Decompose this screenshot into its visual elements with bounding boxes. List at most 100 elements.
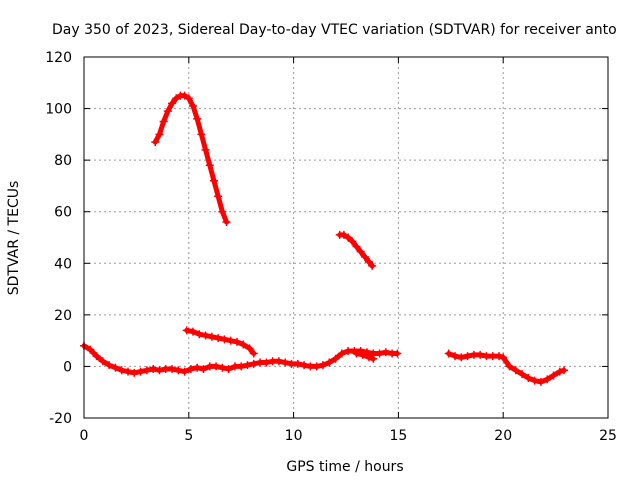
data-point bbox=[358, 350, 367, 359]
data-point bbox=[237, 362, 246, 371]
data-point bbox=[218, 363, 227, 372]
data-point bbox=[450, 352, 459, 361]
data-point bbox=[352, 349, 361, 358]
data-point bbox=[339, 230, 348, 239]
data-point bbox=[312, 362, 321, 371]
series-arc-high bbox=[151, 91, 231, 227]
data-point bbox=[360, 252, 369, 261]
series-main bbox=[80, 341, 402, 377]
data-point bbox=[124, 367, 133, 376]
data-point bbox=[151, 138, 160, 147]
data-point bbox=[536, 377, 545, 386]
data-point bbox=[205, 161, 214, 170]
data-point bbox=[518, 370, 527, 379]
data-point bbox=[180, 367, 189, 376]
series-arc-low bbox=[182, 326, 258, 358]
data-point bbox=[476, 350, 485, 359]
data-point bbox=[505, 362, 514, 371]
y-tick-label: 40 bbox=[54, 256, 72, 272]
data-point bbox=[172, 94, 181, 103]
x-tick-label: 5 bbox=[184, 428, 193, 444]
data-point bbox=[249, 349, 258, 358]
data-point bbox=[457, 353, 466, 362]
data-point bbox=[331, 354, 340, 363]
data-point bbox=[218, 207, 227, 216]
data-point bbox=[555, 367, 564, 376]
x-axis-label: GPS time / hours bbox=[286, 459, 403, 475]
data-point bbox=[136, 367, 145, 376]
data-point bbox=[325, 358, 334, 367]
y-tick-label: 80 bbox=[54, 153, 72, 169]
data-point bbox=[356, 247, 365, 256]
data-point bbox=[393, 349, 402, 358]
x-tick-label: 20 bbox=[494, 428, 512, 444]
data-point bbox=[368, 261, 377, 270]
data-point bbox=[224, 365, 233, 374]
series-trace bbox=[152, 93, 230, 225]
data-point bbox=[300, 361, 309, 370]
data-point bbox=[163, 107, 172, 116]
data-point bbox=[214, 192, 223, 201]
data-point bbox=[193, 363, 202, 372]
y-axis-ticks: -20 0 20 40 60 80 100 120 bbox=[45, 50, 608, 427]
data-point bbox=[495, 352, 504, 361]
series-dip bbox=[352, 349, 378, 363]
series-late bbox=[444, 349, 568, 386]
y-tick-label: -20 bbox=[49, 411, 72, 427]
data-point bbox=[155, 130, 164, 139]
data-point bbox=[352, 242, 361, 251]
data-point bbox=[233, 337, 242, 346]
data-point bbox=[197, 130, 206, 139]
y-tick-label: 120 bbox=[45, 50, 72, 66]
data-point bbox=[207, 332, 216, 341]
data-point bbox=[174, 366, 183, 375]
data-point bbox=[92, 352, 101, 361]
x-tick-label: 10 bbox=[285, 428, 303, 444]
data-point bbox=[209, 176, 218, 185]
x-tick-label: 0 bbox=[80, 428, 89, 444]
data-point bbox=[511, 366, 520, 375]
data-point bbox=[149, 365, 158, 374]
data-point bbox=[212, 362, 221, 371]
data-point bbox=[201, 331, 210, 340]
data-point bbox=[369, 354, 378, 363]
data-point bbox=[245, 344, 254, 353]
data-point bbox=[559, 366, 568, 375]
y-tick-label: 0 bbox=[63, 359, 72, 375]
data-point bbox=[168, 99, 177, 108]
data-point bbox=[281, 358, 290, 367]
plot-frame bbox=[83, 56, 609, 419]
data-point bbox=[262, 358, 271, 367]
data-point bbox=[186, 365, 195, 374]
x-tick-label: 15 bbox=[389, 428, 407, 444]
data-point bbox=[105, 361, 114, 370]
data-point bbox=[274, 357, 283, 366]
data-point bbox=[530, 376, 539, 385]
data-point bbox=[130, 368, 139, 377]
data-point bbox=[182, 326, 191, 335]
data-point bbox=[195, 330, 204, 339]
data-series bbox=[80, 91, 568, 386]
x-tick-label: 25 bbox=[599, 428, 617, 444]
x-axis-ticks: 0 5 10 15 20 25 bbox=[80, 57, 617, 444]
series-arc-mid bbox=[335, 230, 377, 270]
data-point bbox=[86, 345, 95, 354]
data-point bbox=[168, 365, 177, 374]
data-point bbox=[193, 114, 202, 123]
y-tick-label: 100 bbox=[45, 102, 72, 118]
data-point bbox=[226, 336, 235, 345]
data-point bbox=[463, 352, 472, 361]
data-point bbox=[159, 117, 168, 126]
chart-title: Day 350 of 2023, Sidereal Day-to-day VTE… bbox=[52, 22, 617, 38]
data-point bbox=[318, 361, 327, 370]
data-point bbox=[155, 366, 164, 375]
data-point bbox=[184, 94, 193, 103]
data-point bbox=[543, 375, 552, 384]
data-point bbox=[524, 374, 533, 383]
data-point bbox=[549, 371, 558, 380]
data-point bbox=[188, 327, 197, 336]
grid-lines bbox=[84, 57, 608, 418]
data-point bbox=[214, 334, 223, 343]
data-point bbox=[142, 366, 151, 375]
